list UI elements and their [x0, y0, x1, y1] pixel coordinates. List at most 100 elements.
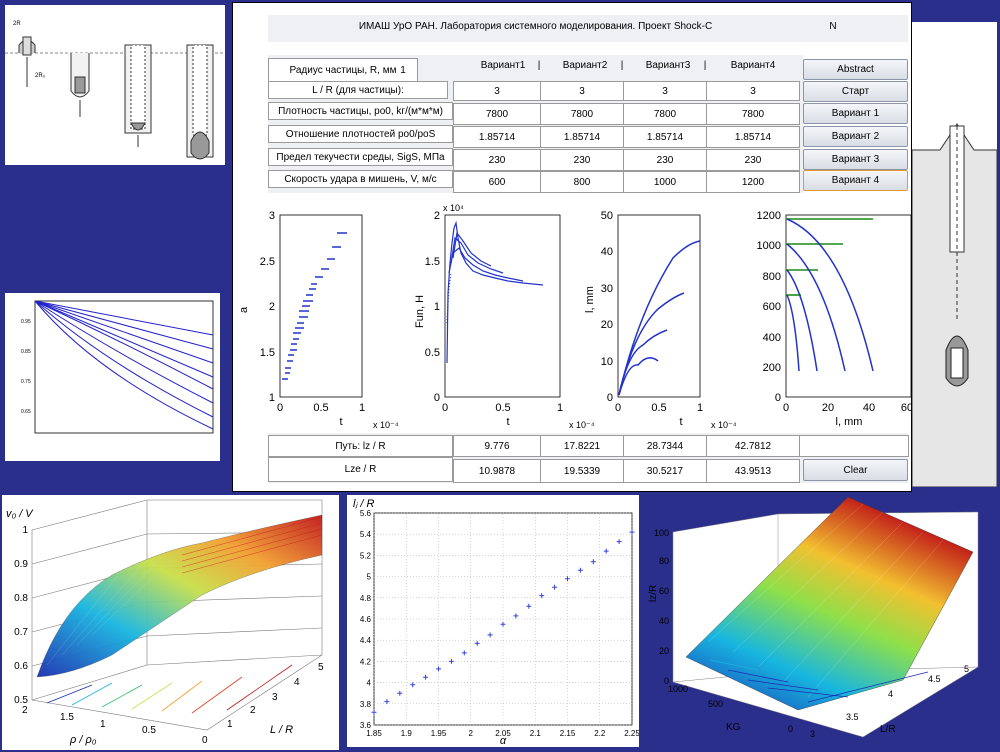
variant-2-button[interactable]: Вариант 2: [803, 126, 908, 147]
yield-label: Предел текучести среды, SigS, МПа: [268, 148, 453, 166]
abstract-button[interactable]: Abstract: [803, 59, 908, 80]
b1-xtick: 1.5: [60, 712, 74, 723]
b2-point: [603, 548, 609, 554]
p4-ytick: 1000: [757, 240, 781, 252]
b2-xtick: 1.85: [366, 729, 382, 738]
b2-point: [539, 593, 545, 599]
density-ratio-value-1[interactable]: 1.85714: [453, 126, 541, 148]
lr-value-1[interactable]: 3: [453, 81, 541, 101]
b2-point: [616, 539, 622, 545]
plot-v: 0 200 400 600 800 1000 1200 0 20 40 60 l…: [757, 210, 913, 428]
b2-point: [565, 576, 570, 582]
velocity-value-2[interactable]: 800: [540, 171, 624, 193]
b1-xtick: 2: [22, 705, 28, 716]
projectile-diagram: [912, 123, 997, 487]
b1-ztick: 1: [22, 525, 28, 536]
density-value-1[interactable]: 7800: [453, 103, 541, 125]
b2-point: [500, 621, 506, 627]
p4-ytick: 800: [763, 271, 781, 283]
path-extra: [799, 435, 909, 457]
b3-zlabel: lz/R: [648, 585, 659, 602]
lc-alpha-chart: lⱼ / R 3.6 3.8 4 4.2 4.4 4.6 4.8 5 5.2 5.4 5.6 1.8…: [353, 498, 639, 747]
yield-value-3[interactable]: 230: [623, 149, 707, 171]
p3-ytick: 0: [607, 392, 613, 404]
b2-point: [629, 529, 635, 535]
b2-ytick: 5.6: [360, 509, 372, 518]
svg-text:0.65: 0.65: [21, 409, 31, 415]
b2-ytick: 4.2: [360, 657, 372, 666]
n-label: N: [829, 21, 837, 32]
p4-xtick: 20: [822, 402, 834, 414]
p1-xlabel: t: [339, 416, 342, 428]
yield-value-4[interactable]: 230: [706, 149, 800, 171]
b3-ztick: 60: [659, 586, 669, 596]
b1-xlabel: ρ / ρ₀: [69, 734, 97, 746]
p3-xlabel: t: [679, 416, 682, 428]
p4-ytick: 0: [775, 392, 781, 404]
velocity-label: Скорость удара в мишень, V, м/с: [268, 170, 453, 188]
density-ratio-value-3[interactable]: 1.85714: [623, 126, 707, 148]
b2-point: [448, 658, 454, 664]
b2-point: [461, 650, 467, 656]
p2-ytick: 0.5: [425, 347, 440, 359]
b3-xtick: 500: [708, 699, 723, 709]
p2-exp: x 10⁻⁴: [569, 420, 595, 430]
p4-xtick: 60: [901, 402, 913, 414]
lr-value-2[interactable]: 3: [540, 81, 624, 101]
svg-text:0.85: 0.85: [21, 349, 31, 355]
lr-value-3[interactable]: 3: [623, 81, 707, 101]
variant-1-button[interactable]: Вариант 1: [803, 103, 908, 124]
p1-xtick: 0.5: [313, 402, 328, 414]
density-ratio-value-4[interactable]: 1.85714: [706, 126, 800, 148]
b1-ytick: 1: [227, 719, 233, 730]
p3-xtick: 0: [615, 402, 621, 414]
lze-value-3: 30.5217: [623, 459, 707, 483]
b2-xtick: 2.1: [530, 729, 542, 738]
plot-l: 0 10 20 30 40 50 0 0.5 1 t x 10⁻⁴ l, mm: [584, 210, 737, 430]
velocity-value-4[interactable]: 1200: [706, 171, 800, 193]
b1-ytick: 3: [272, 692, 278, 703]
density-value-3[interactable]: 7800: [623, 103, 707, 125]
b3-ytick: 4: [888, 689, 893, 699]
variant-3-button[interactable]: Вариант 3: [803, 149, 908, 170]
surface-v0: [36, 514, 323, 678]
b2-ytick: 5: [367, 573, 372, 582]
variant-4-button[interactable]: Вариант 4: [803, 170, 908, 191]
b1-ztick: 0.5: [14, 695, 28, 706]
velocity-value-1[interactable]: 600: [453, 171, 541, 193]
plots-region: 1 1.5 2 2.5 3 0 0.5 1 t x 10⁻⁴ a 0: [238, 203, 913, 430]
start-button[interactable]: Старт: [803, 81, 908, 102]
b2-xtick: 2: [469, 729, 474, 738]
lze-value-4: 43.9513: [706, 459, 800, 483]
b1-ztick: 0.9: [14, 559, 28, 570]
density-value-2[interactable]: 7800: [540, 103, 624, 125]
penetration-stages-diagram: 2R 2R₀: [5, 21, 225, 160]
b3-ytick: 4.5: [928, 674, 941, 684]
b3-xtick: 1000: [668, 684, 688, 694]
col-header-2: Вариант2: [562, 60, 608, 71]
density-value-4[interactable]: 7800: [706, 103, 800, 125]
velocity-value-3[interactable]: 1000: [623, 171, 707, 193]
density-ratio-value-2[interactable]: 1.85714: [540, 126, 624, 148]
lc-alpha-panel: lⱼ / R 3.6 3.8 4 4.2 4.4 4.6 4.8 5 5.2 5.4 5.6 1.8…: [347, 495, 639, 747]
schematic-panel: 2R 2R₀: [5, 5, 225, 165]
svg-text:2R₀: 2R₀: [35, 73, 46, 79]
b1-ytick: 0: [202, 735, 208, 746]
lze-label: Lze / R: [268, 457, 453, 482]
clear-button[interactable]: Clear: [803, 459, 908, 481]
col-sep: |: [703, 60, 707, 71]
surface-lz-panel: 0 20 40 60 80 100 lz/R 1000 500 0 3 3.5 …: [648, 492, 982, 747]
b2-points: [371, 529, 635, 715]
b2-point: [371, 709, 377, 715]
col-header-4: Вариант4: [730, 60, 776, 71]
lr-value-4[interactable]: 3: [706, 81, 800, 101]
b1-ylabel: L / R: [270, 724, 293, 736]
yield-value-1[interactable]: 230: [453, 149, 541, 171]
projectile-panel: [912, 22, 997, 487]
p3-ylabel: l, mm: [584, 286, 596, 313]
b2-xtick: 2.2: [594, 729, 606, 738]
yield-value-2[interactable]: 230: [540, 149, 624, 171]
radius-value[interactable]: 1: [400, 65, 406, 76]
b2-xtick: 2.15: [560, 729, 576, 738]
p2-ytick: 2: [434, 210, 440, 222]
